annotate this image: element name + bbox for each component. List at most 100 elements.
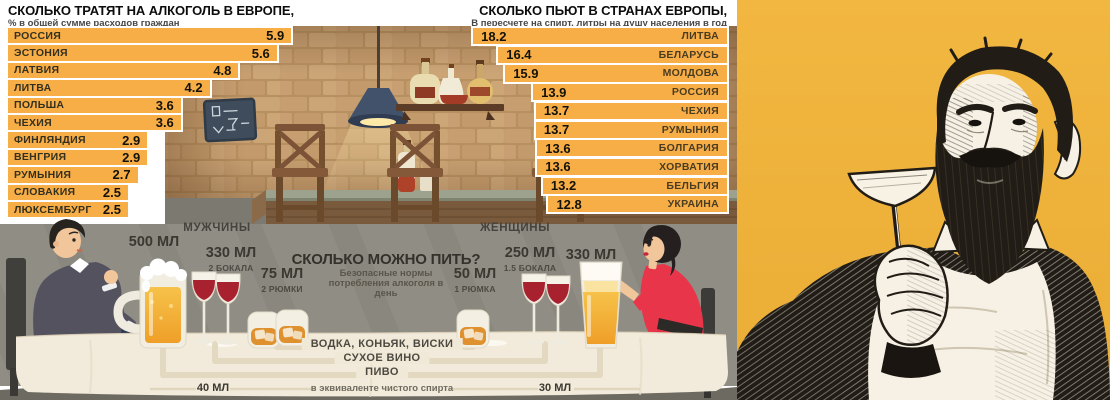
bottle-icon — [438, 64, 468, 104]
country-label: ХОРВАТИЯ — [659, 160, 719, 173]
drink-bar-row: 13.9 РОССИЯ — [533, 84, 727, 101]
norms-subtitle: Безопасные нормы потребления алкоголя в … — [328, 268, 444, 299]
value-label: 2.5 — [102, 202, 121, 218]
country-label: ЛАТВИЯ — [14, 64, 60, 77]
drink-type-label: ВОДКА, КОНЬЯК, ВИСКИ — [301, 338, 463, 350]
country-label: ЛИТВА — [681, 30, 719, 43]
hair — [936, 36, 1073, 162]
drink-amount-note: 2 БОКАЛА — [208, 263, 254, 273]
value-label: 13.6 — [545, 159, 571, 175]
country-label: БЕЛЬГИЯ — [666, 179, 719, 192]
spend-bar-row: ВЕНГРИЯ 2.9 — [8, 149, 148, 166]
spend-bar-row: ЛИТВА 4.2 — [8, 80, 210, 96]
country-label: РУМЫНИЯ — [14, 168, 72, 181]
drink-amount-label: 250 МЛ 1.5 БОКАЛА — [503, 245, 557, 273]
drink-amount-label: 330 МЛ — [565, 247, 617, 263]
value-label: 13.7 — [543, 122, 570, 138]
value-label: 2.5 — [102, 184, 121, 200]
value-label: 13.9 — [541, 84, 567, 100]
country-label: БЕЛАРУСЬ — [658, 48, 719, 61]
country-label: ЛЮКСЕМБУРГ — [14, 203, 92, 216]
drink-type-label: ПИВО — [356, 366, 408, 378]
drink-bar-row: 12.8 УКРАИНА — [548, 196, 727, 213]
value-label: 2.9 — [122, 132, 141, 148]
value-label: 4.2 — [184, 80, 203, 96]
value-label: 4.8 — [213, 62, 232, 78]
country-label: ЛИТВА — [14, 81, 52, 94]
country-label: ЭСТОНИЯ — [14, 47, 68, 60]
drink-bar-row: 15.9 МОЛДОВА — [505, 65, 727, 82]
women-equivalent-label: 30 МЛ — [538, 382, 572, 394]
drink-amount-note: 1.5 БОКАЛА — [503, 263, 557, 273]
norms-title: СКОЛЬКО МОЖНО ПИТЬ? — [291, 251, 481, 268]
value-label: 3.6 — [155, 115, 174, 131]
drink-bar-row: 18.2 ЛИТВА — [473, 28, 727, 45]
wine-glass-icon — [521, 273, 571, 345]
value-label: 18.2 — [481, 28, 507, 44]
drink-bar-row: 13.6 БОЛГАРИЯ — [537, 140, 727, 157]
country-label: РОССИЯ — [14, 29, 62, 42]
country-label: ВЕНГРИЯ — [14, 151, 67, 164]
country-label: ЧЕХИЯ — [14, 116, 52, 129]
men-section-label: МУЖЧИНЫ — [183, 222, 251, 234]
drink-bar-row: 16.4 БЕЛАРУСЬ — [498, 46, 727, 63]
drink-amount-label: 50 МЛ 1 РЮМКА — [453, 266, 497, 294]
etching-man-illustration — [737, 0, 1110, 400]
bottle-icon — [467, 60, 493, 104]
value-label: 2.9 — [122, 149, 141, 165]
drink-bar-row: 13.7 РУМЫНИЯ — [535, 121, 727, 138]
spend-bar-row: ФИНЛЯНДИЯ 2.9 — [8, 132, 148, 148]
bottle-icon — [410, 58, 440, 104]
value-label: 12.8 — [556, 196, 582, 212]
spend-bar-row: РУМЫНИЯ 2.7 — [8, 167, 138, 183]
value-label: 5.6 — [251, 45, 270, 61]
value-label: 13.7 — [543, 103, 570, 119]
country-label: МОЛДОВА — [662, 67, 719, 80]
value-label: 13.2 — [550, 178, 577, 194]
whisky-glass-icon — [247, 309, 309, 349]
value-label: 3.6 — [155, 97, 174, 113]
drink-chart-bars: 18.2 ЛИТВА 16.4 БЕЛАРУСЬ 15.9 МОЛДОВА 13.9 РОСС… — [427, 28, 727, 228]
country-label: ПОЛЬША — [14, 99, 65, 112]
country-label: ЧЕХИЯ — [681, 104, 719, 117]
spend-chart-subtitle: % в общей сумме расходов граждан — [8, 18, 180, 29]
drink-amount-label: 500 МЛ — [128, 234, 180, 250]
coupe-glass-icon — [847, 166, 937, 265]
value-label: 2.7 — [112, 167, 131, 183]
spend-bar-row: ЭСТОНИЯ 5.6 — [8, 45, 277, 61]
drink-amount-note: 1 РЮМКА — [454, 284, 496, 294]
country-label: ФИНЛЯНДИЯ — [14, 134, 86, 147]
value-label: 15.9 — [513, 65, 539, 81]
spend-bar-row: ЛАТВИЯ 4.8 — [8, 62, 239, 79]
menu-board-icon — [202, 97, 258, 143]
spend-chart-bars: РОССИЯ 5.9 ЭСТОНИЯ 5.6 ЛАТВИЯ 4.8 ЛИТВА 4.2 ПОЛЬ… — [8, 28, 328, 228]
spend-bar-row: ПОЛЬША 3.6 — [8, 97, 181, 113]
spend-bar-row: ЧЕХИЯ 3.6 — [8, 115, 181, 131]
spend-bar-row: СЛОВАКИЯ 2.5 — [8, 184, 128, 200]
country-label: УКРАИНА — [667, 198, 719, 211]
drink-chart-subtitle: В пересчете на спирт, литры на душу насе… — [471, 18, 727, 29]
spend-bar-row: РОССИЯ 5.9 — [8, 28, 292, 44]
drink-bar-row: 13.2 БЕЛЬГИЯ — [542, 177, 727, 194]
whisky-glass-icon — [456, 309, 490, 349]
drink-amount-label: 330 МЛ 2 БОКАЛА — [205, 245, 257, 273]
drink-type-label: СУХОЕ ВИНО — [334, 352, 430, 364]
etching-panel — [737, 0, 1110, 400]
table — [15, 331, 728, 398]
spend-chart-title: СКОЛЬКО ТРАТЯТ НА АЛКОГОЛЬ В ЕВРОПЕ, — [8, 3, 294, 18]
beer-glass-icon — [579, 261, 623, 349]
value-label: 16.4 — [506, 47, 532, 63]
country-label: БОЛГАРИЯ — [658, 142, 719, 155]
drink-bar-row: 13.7 ЧЕХИЯ — [535, 102, 727, 119]
beer-mug-icon — [113, 258, 187, 349]
drink-chart-title: СКОЛЬКО ПЬЮТ В СТРАНАХ ЕВРОПЫ, — [479, 3, 727, 18]
spend-bar-row: ЛЮКСЕМБУРГ 2.5 — [8, 202, 128, 218]
drink-bar-row: 13.6 ХОРВАТИЯ — [537, 158, 727, 176]
country-label: РУМЫНИЯ — [661, 123, 719, 136]
country-label: РОССИЯ — [671, 86, 719, 99]
wine-glass-icon — [191, 271, 241, 345]
drink-amount-note: 2 РЮМКИ — [261, 284, 303, 294]
value-label: 5.9 — [266, 28, 285, 44]
bottle-shelf — [396, 58, 504, 120]
country-label: СЛОВАКИЯ — [14, 186, 76, 199]
